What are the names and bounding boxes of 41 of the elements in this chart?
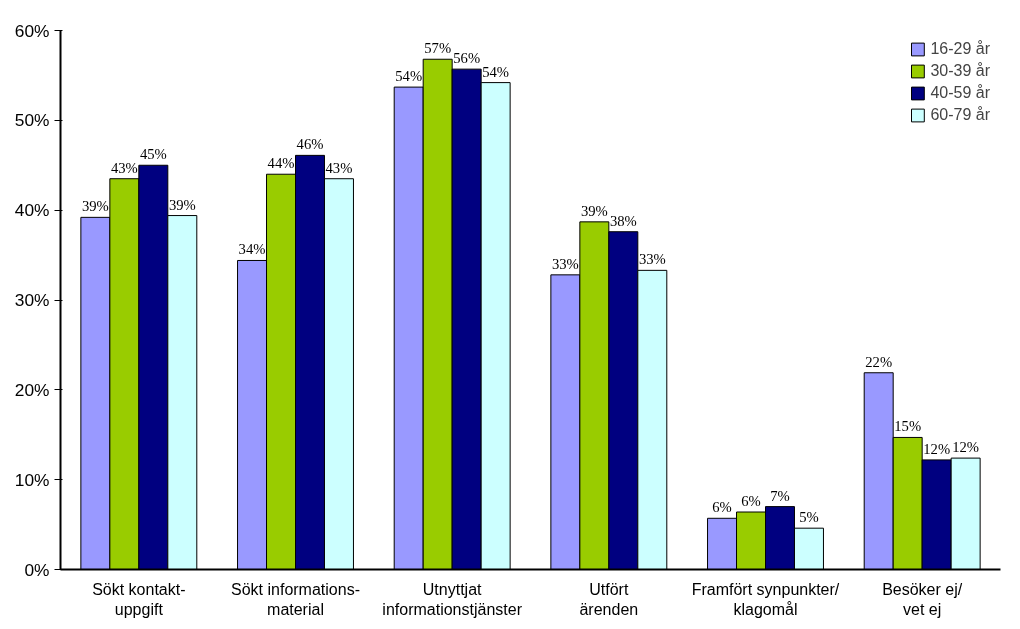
data-label: 33% <box>551 255 579 272</box>
legend-label: 16-29 år <box>930 40 990 58</box>
y-tick-label: 40% <box>14 200 50 221</box>
x-tick-label: Framfört synpunkter/ klagomål <box>691 580 840 618</box>
data-label: 57% <box>424 40 452 57</box>
data-label: 43% <box>110 159 138 176</box>
x-tick-label: Utfört ärenden <box>579 580 639 618</box>
x-tick-label: Utnyttjat informationstjänster <box>382 580 523 618</box>
data-label: 39% <box>81 198 109 215</box>
data-label: 39% <box>168 196 196 213</box>
data-label: 44% <box>267 155 295 172</box>
data-label: 54% <box>395 68 423 85</box>
data-label: 7% <box>770 487 790 504</box>
data-label: 12% <box>923 440 951 457</box>
data-label: 43% <box>325 159 353 176</box>
data-label: 15% <box>894 418 922 435</box>
y-tick-label: 60% <box>14 20 50 41</box>
data-label: 5% <box>799 509 819 526</box>
legend-label: 30-39 år <box>930 62 990 80</box>
y-tick-label: 50% <box>14 110 50 131</box>
data-label: 56% <box>453 50 481 67</box>
legend-label: 60-79 år <box>930 106 990 124</box>
legend-label: 40-59 år <box>930 84 990 102</box>
data-label: 45% <box>139 146 167 163</box>
data-label: 22% <box>865 353 893 370</box>
data-label: 12% <box>952 439 980 456</box>
data-label: 33% <box>638 251 666 268</box>
x-tick-label: Sökt kontakt- uppgift <box>92 580 186 618</box>
data-label: 6% <box>712 499 732 516</box>
data-label: 34% <box>238 241 266 258</box>
y-tick-label: 20% <box>14 379 50 400</box>
data-label: 46% <box>296 136 324 153</box>
data-label: 38% <box>609 212 637 229</box>
data-label: 54% <box>482 63 510 80</box>
y-tick-label: 30% <box>14 290 50 310</box>
data-label: 39% <box>580 202 608 219</box>
data-label: 6% <box>741 493 761 510</box>
y-tick-label: 10% <box>14 469 50 490</box>
x-tick-label: Besöker ej/ vet ej <box>882 580 963 618</box>
x-tick-label: Sökt informations- material <box>231 580 360 618</box>
y-tick-label: 0% <box>24 559 50 580</box>
